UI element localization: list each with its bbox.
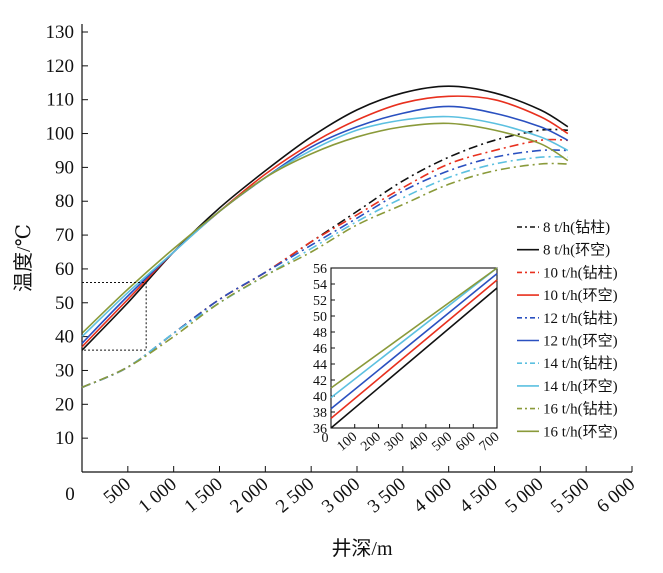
series-line — [81, 155, 568, 389]
inset-y-tick-label: 46 — [313, 342, 327, 357]
inset-x-tick-label: 700 — [477, 430, 503, 455]
inset-series-line — [330, 267, 498, 389]
legend-entry-label: 10 t/h(钻柱) — [543, 264, 618, 281]
x-tick-label: 3 000 — [318, 474, 364, 518]
x-tick-label: 5 000 — [501, 474, 547, 518]
inset-y-tick-label: 48 — [313, 326, 327, 341]
legend: 8 t/h(钻柱) 8 t/h(环空) 10 t/h(钻柱) 10 t/h(环空) 12… — [517, 219, 618, 440]
inset-series-line — [330, 272, 498, 410]
inset-x-tick-label: 400 — [406, 430, 432, 455]
inset-y-tick-label: 50 — [313, 310, 327, 325]
x-tick-label: 1 500 — [180, 474, 226, 518]
y-tick-label: 100 — [46, 124, 75, 145]
series-line — [81, 122, 569, 334]
y-tick-label: 50 — [55, 293, 74, 314]
x-tick-label: 4 000 — [410, 474, 456, 518]
x-tick-label: 5 500 — [547, 474, 593, 518]
inset-y-tick-label: 54 — [313, 278, 327, 293]
y-tick-label: 60 — [55, 259, 74, 280]
y-tick-label: 130 — [46, 22, 75, 43]
legend-entry-label: 12 t/h(钻柱) — [543, 310, 618, 327]
legend-entry-label: 16 t/h(钻柱) — [543, 401, 618, 418]
inset-y-tick-label: 42 — [313, 374, 327, 389]
y-tick-label: 120 — [46, 56, 75, 77]
inset-y-tick-label: 36 — [313, 422, 327, 437]
y-tick-label: 80 — [55, 191, 74, 212]
y-tick-label: 70 — [55, 225, 74, 246]
x-tick-label: 6 000 — [593, 474, 639, 518]
y-tick-label: 10 — [55, 428, 74, 449]
y-tick-label: 90 — [55, 157, 74, 178]
inset-x-tick-label: 500 — [429, 430, 455, 455]
x-tick-label: 1 000 — [135, 474, 181, 518]
inset-y-tick-label: 52 — [313, 294, 327, 309]
x-tick-label: 2 000 — [226, 474, 272, 518]
x-tick-label: 3 500 — [364, 474, 410, 518]
inset-frame — [330, 267, 498, 429]
legend-entry-label: 16 t/h(环空) — [543, 423, 618, 440]
legend-entry-label: 14 t/h(环空) — [543, 378, 618, 395]
inset-x-tick-label: 300 — [382, 430, 408, 455]
legend-entry-label: 14 t/h(钻柱) — [543, 355, 618, 372]
x-tick-label: 0 — [65, 484, 75, 505]
series-line — [81, 162, 568, 389]
y-tick-label: 20 — [55, 394, 74, 415]
legend-entry-label: 8 t/h(钻柱) — [543, 219, 610, 236]
legend-entry-label: 8 t/h(环空) — [543, 242, 610, 259]
y-axis-title: 温度/℃ — [12, 224, 35, 292]
inset-y-tick-label: 40 — [313, 390, 327, 405]
inset-x-tick-label: 100 — [335, 430, 361, 455]
x-tick-label: 4 500 — [455, 474, 501, 518]
inset-series-line — [330, 267, 498, 399]
legend-entry-label: 10 t/h(环空) — [543, 287, 618, 304]
inset-x-tick-label: 200 — [358, 430, 384, 455]
y-tick-label: 30 — [55, 360, 74, 381]
inset-y-tick-label: 56 — [313, 262, 327, 277]
x-axis-title: 井深/m — [331, 537, 393, 560]
inset-y-tick-label: 38 — [313, 406, 327, 421]
inset-series-line — [330, 279, 498, 420]
inset-series-line — [330, 287, 498, 429]
series-line — [81, 115, 569, 338]
inset-x-tick-label: 600 — [453, 430, 479, 455]
y-tick-label: 40 — [55, 327, 74, 348]
inset-y-tick-label: 44 — [313, 358, 327, 373]
legend-entry-label: 12 t/h(环空) — [543, 333, 618, 350]
zoom-box — [81, 281, 147, 351]
y-tick-label: 110 — [46, 90, 74, 111]
x-tick-label: 2 500 — [272, 474, 318, 518]
inset-x-tick-label: 0 — [322, 431, 329, 446]
x-tick-label: 500 — [100, 474, 135, 508]
